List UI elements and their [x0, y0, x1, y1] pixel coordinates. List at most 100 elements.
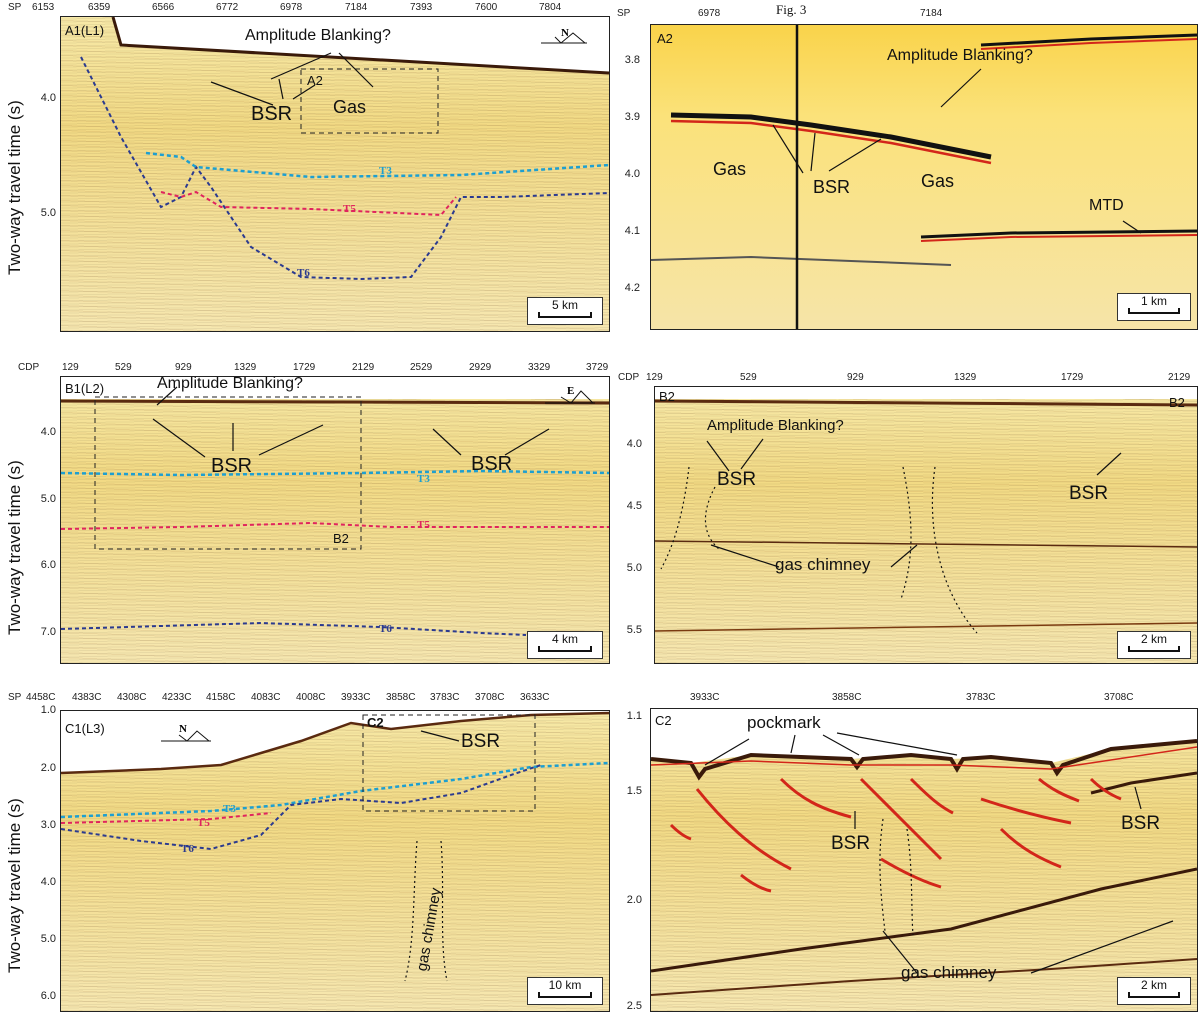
x-tick: 6153 — [32, 2, 55, 13]
scale-bar: 5 km — [527, 297, 603, 325]
y-tick: 4.0 — [40, 92, 56, 104]
box-label: B2 — [333, 531, 349, 546]
horizon-t6-label: T6 — [181, 843, 194, 855]
seismic-overlay — [651, 709, 1197, 996]
x-tick: 2129 — [1168, 372, 1191, 383]
x-tick: 6566 — [152, 2, 175, 13]
figure-reference-label: Fig. 3 — [776, 2, 807, 17]
bsr-label: BSR — [251, 103, 293, 125]
y-tick: 3.8 — [624, 54, 640, 66]
y-tick: 6.0 — [40, 559, 56, 571]
x-tick: 7804 — [539, 2, 562, 13]
y-tick: 4.1 — [624, 225, 640, 237]
y-axis-label: Two-way travel time (s) — [5, 100, 24, 275]
scale-label: 2 km — [1140, 978, 1167, 992]
y-tick: 1.1 — [626, 710, 642, 722]
mtd-label: MTD — [1089, 197, 1124, 214]
axis-prefix: SP — [8, 692, 22, 703]
east-arrow-label: E — [567, 385, 575, 397]
seismic-overlay — [61, 711, 609, 982]
axis-prefix: CDP — [618, 372, 640, 383]
y-tick: 2.0 — [40, 762, 56, 774]
bsr-label: BSR — [471, 453, 513, 475]
x-tick: 7184 — [345, 2, 368, 13]
axis-prefix: CDP — [18, 362, 40, 373]
x-tick: 529 — [115, 362, 132, 373]
y-tick: 4.0 — [624, 168, 640, 180]
x-tick: 529 — [740, 372, 757, 383]
x-tick: 3329 — [528, 362, 551, 373]
y-tick: 5.0 — [626, 562, 642, 574]
y-tick: 3.0 — [40, 819, 56, 831]
x-tick: 4308C — [117, 692, 147, 703]
x-tick: 7600 — [475, 2, 498, 13]
x-tick: 4233C — [162, 692, 192, 703]
bsr-label: BSR — [813, 177, 851, 197]
x-tick: 4083C — [251, 692, 281, 703]
x-tick: 4158C — [206, 692, 236, 703]
x-tick: 1329 — [954, 372, 977, 383]
x-tick: 3729 — [586, 362, 609, 373]
x-tick: 929 — [175, 362, 192, 373]
x-tick: 3783C — [430, 692, 460, 703]
x-tick: 1729 — [293, 362, 316, 373]
axis-prefix: SP — [617, 8, 631, 19]
y-tick: 7.0 — [40, 626, 56, 638]
scale-label: 2 km — [1140, 632, 1167, 646]
y-tick: 4.5 — [626, 500, 642, 512]
seismic-section-a1: A1(L1) Amplitude Blanking? BSR Gas A2 N … — [60, 16, 610, 332]
x-tick: 4383C — [72, 692, 102, 703]
y-tick: 4.0 — [40, 876, 56, 888]
pockmark-label: pockmark — [747, 713, 821, 732]
x-tick: 4458C — [26, 692, 56, 703]
x-tick: 1729 — [1061, 372, 1084, 383]
gas-chimney-label: gas chimney — [775, 555, 871, 574]
x-tick: 1329 — [234, 362, 257, 373]
north-arrow-label: N — [561, 27, 569, 39]
panel-label: B2 — [659, 389, 675, 404]
scale-label: 1 km — [1140, 294, 1167, 308]
north-arrow-label: N — [179, 723, 187, 735]
x-tick: 7393 — [410, 2, 433, 13]
y-axis-label: Two-way travel time (s) — [5, 460, 24, 635]
box-label: C2 — [367, 715, 384, 730]
panel-label: A1(L1) — [65, 23, 105, 38]
y-tick: 1.0 — [40, 704, 56, 716]
scale-bar: 2 km — [1117, 631, 1191, 659]
panel-label: C1(L3) — [65, 721, 105, 736]
x-tick: 3858C — [386, 692, 416, 703]
horizon-t3-label: T3 — [223, 803, 236, 815]
amplitude-blanking-label: Amplitude Blanking? — [887, 47, 1033, 64]
horizon-t5-label: T5 — [343, 203, 356, 215]
y-tick: 4.0 — [40, 426, 56, 438]
horizon-t3-label: T3 — [379, 165, 392, 177]
x-tick: 2529 — [410, 362, 433, 373]
x-tick: 929 — [847, 372, 864, 383]
horizon-t5-label: T5 — [417, 519, 430, 531]
y-tick: 4.0 — [626, 438, 642, 450]
panel-label: A2 — [657, 31, 673, 46]
gas-label: Gas — [713, 159, 747, 179]
x-tick: 6978 — [280, 2, 303, 13]
scale-label: 5 km — [551, 298, 578, 312]
seismic-section-c1: C1(L3) C2 BSR gas chimney N T3 T5 T6 10 … — [60, 710, 610, 1012]
x-tick: 6359 — [88, 2, 111, 13]
horizon-t6-label: T6 — [379, 623, 392, 635]
panel-label: B1(L2) — [65, 381, 105, 396]
x-tick: 3708C — [475, 692, 505, 703]
axis-prefix: SP — [8, 2, 22, 13]
y-tick: 5.0 — [40, 207, 56, 219]
horizon-t3-label: T3 — [417, 473, 430, 485]
scale-label: 10 km — [548, 978, 582, 992]
y-axis-label: Two-way travel time (s) — [5, 798, 24, 973]
y-tick: 2.0 — [626, 894, 642, 906]
x-tick: 129 — [62, 362, 79, 373]
scale-label: 4 km — [551, 632, 578, 646]
amplitude-blanking-label: Amplitude Blanking? — [707, 417, 844, 434]
amplitude-blanking-label: Amplitude Blanking? — [157, 376, 303, 392]
x-tick: 3708C — [1104, 692, 1134, 703]
gas-chimney-label: gas chimney — [901, 963, 997, 982]
y-tick: 4.2 — [624, 282, 640, 294]
bsr-label: BSR — [1121, 813, 1161, 834]
y-tick: 3.9 — [624, 111, 640, 123]
